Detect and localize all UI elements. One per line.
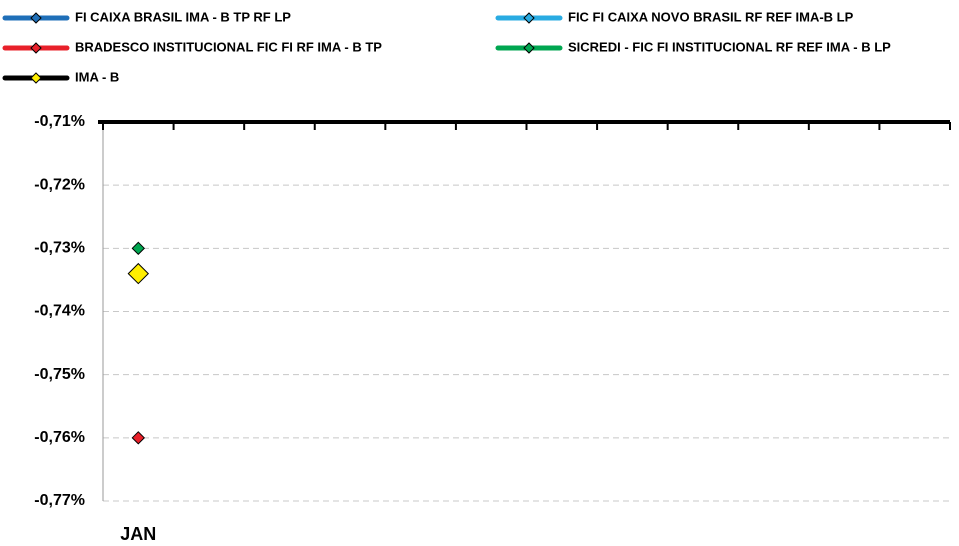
y-tick-label: -0,72%: [34, 176, 85, 193]
x-tick-label: JAN: [120, 524, 156, 544]
y-tick-label: -0,76%: [34, 429, 85, 446]
data-point: [131, 431, 145, 445]
y-tick-label: -0,74%: [34, 303, 85, 320]
legend-marker: [30, 72, 42, 84]
legend-label: BRADESCO INSTITUCIONAL FIC FI RF IMA - B…: [75, 39, 382, 54]
legend-label: FI CAIXA BRASIL IMA - B TP RF LP: [75, 9, 291, 24]
data-point: [127, 262, 149, 285]
y-tick-label: -0,77%: [34, 492, 85, 509]
y-tick-label: -0,73%: [34, 240, 85, 257]
legend-marker: [523, 12, 535, 24]
legend-label: FIC FI CAIXA NOVO BRASIL RF REF IMA-B LP: [568, 9, 854, 24]
legend-marker: [30, 42, 42, 54]
legend-label: SICREDI - FIC FI INSTITUCIONAL RF REF IM…: [568, 39, 891, 54]
data-point: [131, 241, 145, 256]
legend-marker: [30, 12, 42, 24]
y-tick-label: -0,75%: [34, 366, 85, 383]
y-tick-label: -0,71%: [34, 113, 85, 130]
legend-label: IMA - B: [75, 69, 119, 84]
legend-marker: [523, 42, 535, 54]
